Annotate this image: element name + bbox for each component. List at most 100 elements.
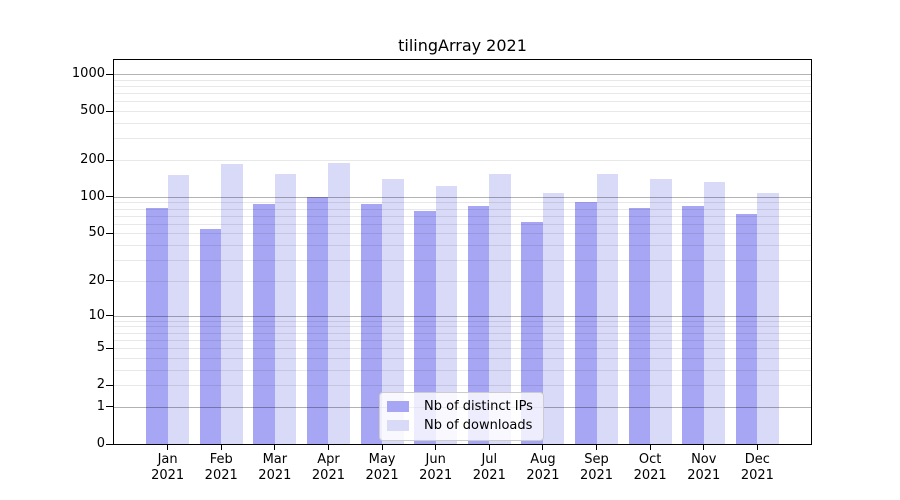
x-tick-year: 2021	[579, 468, 614, 483]
legend-entry-downloads: Nb of downloads	[387, 416, 533, 435]
y-tick-mark-5	[106, 347, 113, 349]
x-tick-mark-mar	[274, 444, 276, 450]
y-tick-mark-2	[106, 384, 113, 386]
bar-distinct-ips-feb	[199, 229, 222, 444]
plot-area	[113, 59, 812, 445]
bar-distinct-ips-mar	[253, 204, 275, 444]
x-tick-year: 2021	[740, 468, 774, 483]
x-tick-mark-jan	[167, 444, 169, 450]
y-tick-label-0: 0	[96, 436, 105, 451]
x-tick-label-jan: Jan 2021	[138, 452, 198, 484]
x-tick-year: 2021	[365, 468, 399, 483]
x-tick-label-apr: Apr 2021	[298, 452, 358, 484]
legend-label-downloads: Nb of downloads	[424, 418, 533, 433]
x-tick-label-aug: Aug 2021	[513, 452, 573, 484]
x-tick-month: Mar	[262, 452, 288, 467]
y-tick-mark-0	[106, 443, 113, 445]
bar-downloads-apr	[328, 162, 350, 444]
legend-swatch-distinct-ips	[387, 401, 409, 412]
x-tick-label-oct: Oct 2021	[620, 452, 680, 484]
x-tick-month: Aug	[530, 452, 556, 467]
y-tick-label-1000: 1000	[71, 66, 105, 82]
x-tick-mark-jun	[435, 444, 437, 450]
y-tick-label-20: 20	[88, 272, 105, 288]
x-tick-year: 2021	[472, 468, 506, 483]
bar-distinct-ips-jun	[414, 210, 436, 444]
y-tick-mark-50	[106, 232, 113, 234]
bar-distinct-ips-dec	[735, 213, 758, 444]
x-tick-month: Apr	[317, 452, 340, 467]
x-tick-mark-aug	[542, 444, 544, 450]
x-tick-label-jul: Jul 2021	[459, 452, 519, 484]
y-tick-label-100: 100	[80, 188, 105, 204]
x-tick-label-sep: Sep 2021	[567, 452, 627, 484]
x-tick-mark-jul	[488, 444, 490, 450]
x-tick-label-feb: Feb 2021	[191, 452, 251, 484]
x-tick-month: Jul	[481, 452, 498, 467]
x-tick-month: May	[368, 452, 396, 467]
legend-label-distinct-ips: Nb of distinct IPs	[424, 399, 533, 414]
y-tick-label-500: 500	[80, 103, 105, 119]
x-tick-year: 2021	[151, 468, 185, 483]
bar-downloads-sep	[596, 174, 618, 444]
bar-distinct-ips-nov	[682, 206, 704, 444]
bar-downloads-jan	[167, 174, 190, 444]
x-tick-year: 2021	[419, 468, 453, 483]
bar-downloads-dec	[757, 192, 779, 444]
y-tick-label-200: 200	[80, 152, 105, 167]
x-tick-month: Jan	[157, 452, 178, 467]
x-tick-mark-dec	[756, 444, 758, 450]
y-tick-mark-20	[106, 280, 113, 282]
x-tick-year: 2021	[258, 468, 292, 483]
x-tick-label-may: May 2021	[352, 452, 412, 484]
bars-layer	[114, 60, 811, 444]
bar-downloads-aug	[542, 192, 565, 444]
bar-downloads-jul	[489, 174, 511, 444]
y-tick-mark-1000	[106, 73, 113, 75]
bar-downloads-jun	[435, 185, 458, 444]
bar-downloads-may	[382, 178, 404, 444]
x-tick-mark-feb	[220, 444, 222, 450]
y-tick-mark-100	[106, 196, 113, 198]
y-tick-label-10: 10	[88, 307, 105, 323]
y-tick-label-1: 1	[96, 398, 105, 414]
x-tick-year: 2021	[687, 468, 721, 483]
x-tick-year: 2021	[526, 468, 560, 483]
bar-distinct-ips-jan	[146, 208, 168, 444]
x-tick-month: Nov	[691, 452, 717, 467]
legend: Nb of distinct IPs Nb of downloads	[379, 392, 544, 441]
bar-distinct-ips-apr	[307, 196, 329, 444]
bar-downloads-oct	[650, 178, 672, 444]
x-tick-month: Dec	[744, 452, 770, 467]
y-tick-mark-10	[106, 315, 113, 317]
x-tick-mark-oct	[649, 444, 651, 450]
legend-entry-distinct-ips: Nb of distinct IPs	[387, 397, 533, 416]
x-tick-label-jun: Jun 2021	[406, 452, 466, 484]
x-tick-label-mar: Mar 2021	[245, 452, 305, 484]
x-tick-mark-apr	[327, 444, 329, 450]
x-tick-month: Feb	[209, 452, 233, 467]
bar-distinct-ips-aug	[521, 222, 543, 444]
bar-distinct-ips-sep	[575, 201, 597, 444]
y-tick-mark-500	[106, 110, 113, 112]
x-tick-month: Oct	[638, 452, 662, 467]
y-tick-mark-1	[106, 406, 113, 408]
bar-distinct-ips-oct	[628, 208, 651, 444]
y-tick-label-5: 5	[96, 340, 105, 356]
x-tick-year: 2021	[633, 468, 667, 483]
x-tick-label-nov: Nov 2021	[674, 452, 734, 484]
x-tick-year: 2021	[311, 468, 345, 483]
legend-swatch-downloads	[387, 420, 409, 431]
x-tick-mark-nov	[703, 444, 705, 450]
y-tick-label-50: 50	[88, 225, 105, 241]
bar-downloads-nov	[703, 182, 726, 444]
chart-title: tilingArray 2021	[398, 36, 527, 55]
x-tick-mark-sep	[596, 444, 598, 450]
y-tick-label-2: 2	[96, 377, 105, 393]
x-tick-label-dec: Dec 2021	[727, 452, 787, 484]
bar-distinct-ips-may	[360, 203, 383, 444]
bar-distinct-ips-jul	[467, 206, 490, 444]
bar-downloads-mar	[274, 174, 297, 444]
x-tick-mark-may	[381, 444, 383, 450]
